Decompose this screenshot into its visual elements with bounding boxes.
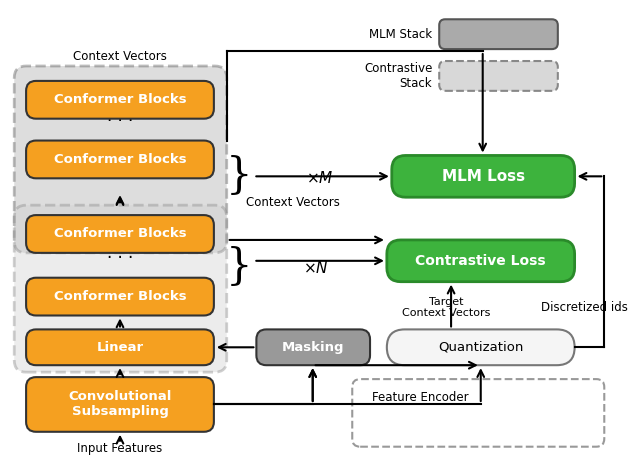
Text: Quantization: Quantization xyxy=(438,341,524,354)
Text: Convolutional
Subsampling: Convolutional Subsampling xyxy=(68,390,172,419)
Text: Linear: Linear xyxy=(97,341,143,354)
Text: $\times N$: $\times N$ xyxy=(303,260,328,276)
FancyBboxPatch shape xyxy=(26,215,214,253)
Text: Contrastive
Stack: Contrastive Stack xyxy=(364,62,432,90)
Text: MLM Loss: MLM Loss xyxy=(442,169,525,184)
Text: Masking: Masking xyxy=(282,341,344,354)
Text: Discretized ids: Discretized ids xyxy=(541,301,628,314)
Text: Conformer Blocks: Conformer Blocks xyxy=(54,290,186,303)
FancyBboxPatch shape xyxy=(26,81,214,119)
FancyBboxPatch shape xyxy=(26,141,214,178)
FancyBboxPatch shape xyxy=(257,329,370,365)
Text: Context Vectors: Context Vectors xyxy=(73,50,167,63)
FancyBboxPatch shape xyxy=(387,329,575,365)
Text: · · ·: · · · xyxy=(107,112,133,130)
Text: Encoded Features: Encoded Features xyxy=(265,351,371,364)
Text: }: } xyxy=(225,246,252,288)
FancyBboxPatch shape xyxy=(439,61,558,91)
Text: · · ·: · · · xyxy=(107,249,133,267)
FancyBboxPatch shape xyxy=(392,156,575,197)
Text: Conformer Blocks: Conformer Blocks xyxy=(54,227,186,240)
FancyBboxPatch shape xyxy=(26,329,214,365)
FancyBboxPatch shape xyxy=(14,205,227,372)
FancyBboxPatch shape xyxy=(26,377,214,432)
Text: Target
Context Vectors: Target Context Vectors xyxy=(402,297,490,319)
Text: Contrastive Loss: Contrastive Loss xyxy=(415,254,546,268)
FancyBboxPatch shape xyxy=(439,19,558,49)
FancyBboxPatch shape xyxy=(14,66,227,253)
FancyBboxPatch shape xyxy=(26,278,214,315)
Text: Conformer Blocks: Conformer Blocks xyxy=(54,153,186,166)
FancyBboxPatch shape xyxy=(387,240,575,282)
Text: Context Vectors: Context Vectors xyxy=(246,196,340,209)
Text: MLM Stack: MLM Stack xyxy=(369,28,432,41)
Text: }: } xyxy=(225,155,252,197)
Text: Feature Encoder: Feature Encoder xyxy=(372,390,468,403)
Text: Input Features: Input Features xyxy=(77,442,163,455)
Text: $\times M$: $\times M$ xyxy=(306,170,333,186)
Text: Conformer Blocks: Conformer Blocks xyxy=(54,94,186,106)
